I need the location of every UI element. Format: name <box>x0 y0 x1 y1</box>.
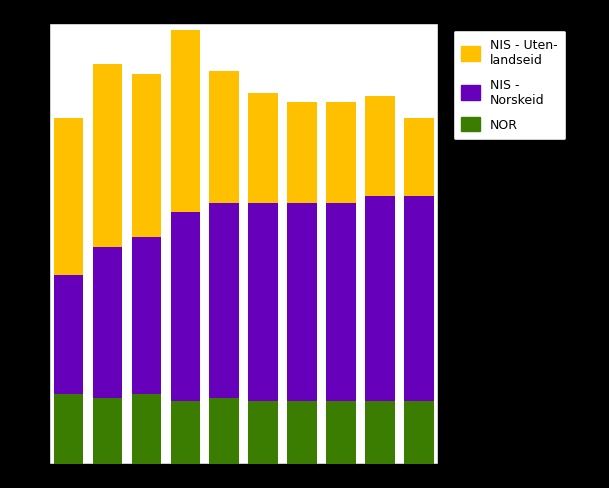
Bar <box>404 401 434 464</box>
Bar <box>248 203 278 401</box>
Bar <box>209 398 239 464</box>
Legend: NIS - Uten-
landseid, NIS -
Norskeid, NOR: NIS - Uten- landseid, NIS - Norskeid, NO… <box>452 31 566 141</box>
Bar <box>365 197 395 401</box>
Bar <box>93 65 122 247</box>
Bar <box>287 203 317 401</box>
Bar <box>93 247 122 398</box>
Bar <box>209 71 239 203</box>
Bar <box>287 401 317 464</box>
Bar <box>132 238 161 395</box>
Bar <box>171 31 200 213</box>
Bar <box>365 97 395 197</box>
Bar <box>54 275 83 395</box>
Bar <box>248 93 278 203</box>
Bar <box>365 401 395 464</box>
Bar <box>54 395 83 464</box>
Bar <box>326 203 356 401</box>
Bar <box>171 213 200 401</box>
Bar <box>209 203 239 398</box>
Bar <box>54 119 83 275</box>
Bar <box>93 398 122 464</box>
Bar <box>404 119 434 197</box>
Bar <box>248 401 278 464</box>
Bar <box>326 103 356 203</box>
Bar <box>404 197 434 401</box>
Bar <box>132 395 161 464</box>
Bar <box>287 103 317 203</box>
Bar <box>132 75 161 238</box>
Bar <box>326 401 356 464</box>
Bar <box>171 401 200 464</box>
